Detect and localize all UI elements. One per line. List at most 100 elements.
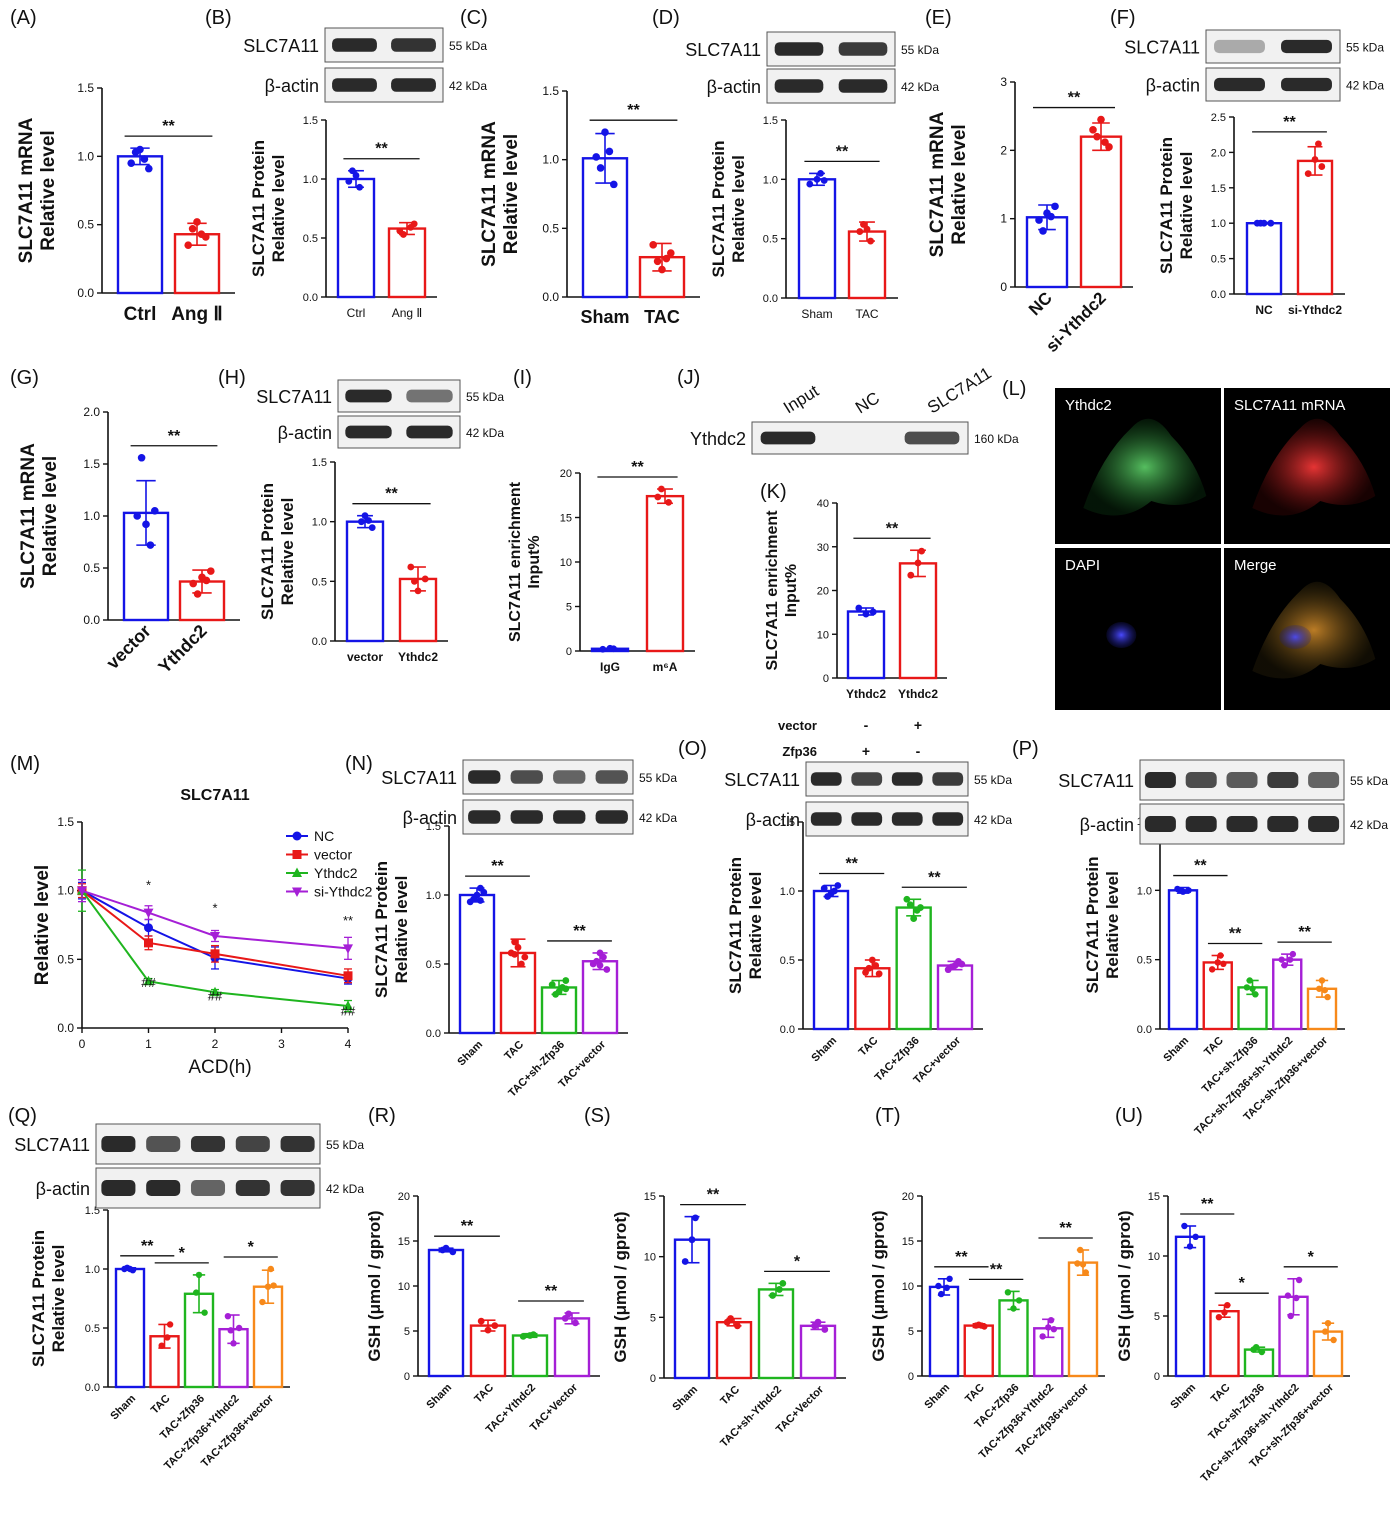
marker	[77, 886, 87, 897]
data-point	[1246, 977, 1253, 984]
y-tick-label: 0.5	[83, 561, 100, 575]
data-point	[193, 218, 201, 226]
data-point	[146, 541, 155, 549]
western-blot-p: SLC7A11 55 kDa β-actin 42 kDa	[1058, 759, 1388, 845]
data-point	[603, 966, 611, 973]
data-point	[561, 1315, 569, 1322]
significance-label: **	[627, 102, 640, 119]
data-point	[1284, 1292, 1292, 1299]
bar	[458, 893, 496, 1035]
data-point	[207, 567, 215, 575]
y-tick-label: 0.0	[1137, 1024, 1152, 1036]
significance-label: ##	[141, 975, 156, 990]
data-point	[681, 1258, 689, 1265]
data-point	[811, 1322, 818, 1330]
data-point	[514, 944, 522, 951]
y-tick-label: 40	[817, 498, 829, 510]
y-tick-label: 1.5	[1211, 183, 1226, 195]
blot-row-label: β-actin	[1146, 76, 1200, 96]
legend-label: si-Ythdc2	[314, 884, 373, 900]
data-point	[692, 1214, 699, 1222]
nucleus	[1279, 625, 1312, 649]
significance-label: **	[707, 1187, 720, 1204]
blot-band	[1144, 772, 1176, 788]
data-point	[198, 573, 206, 582]
x-tick-label: Sham	[1168, 1381, 1198, 1411]
bar	[998, 1299, 1029, 1378]
significance-label: *	[248, 1239, 255, 1256]
data-point	[913, 906, 921, 914]
y-tick-label: 10	[1148, 1251, 1160, 1263]
y-tick-label: 0.5	[312, 576, 327, 588]
x-tick-label: TAC	[472, 1382, 496, 1406]
data-point	[548, 981, 556, 989]
bar-chart-d: 0.0 0.5 1.0 1.5 SLC7A11 Protein Relative leve…	[709, 115, 898, 321]
data-point	[224, 1313, 232, 1320]
data-point	[349, 167, 356, 175]
y-tick-label: 5	[908, 1326, 914, 1338]
data-point	[658, 485, 665, 493]
y-tick-label: 1.0	[1137, 885, 1152, 897]
molecular-weight-label: 42 kDa	[901, 80, 939, 94]
bar	[936, 964, 974, 1031]
data-point	[411, 577, 418, 585]
data-point	[856, 228, 864, 235]
data-point	[1217, 952, 1224, 959]
data-point	[519, 1333, 527, 1340]
western-blot-n: SLC7A11 55 kDa β-actin 42 kDa	[381, 759, 677, 835]
x-axis-label: ACD(h)	[188, 1057, 251, 1078]
y-axis-label: Relative level	[1103, 871, 1122, 979]
data-point	[658, 265, 666, 274]
x-tick-label: Ythdc2	[898, 687, 938, 701]
data-point	[188, 224, 197, 233]
channel-label: SLC7A11 mRNA	[1234, 397, 1345, 414]
blot-band	[810, 812, 842, 826]
y-tick-label: 1	[1000, 212, 1007, 226]
y-tick-label: 0.5	[1137, 955, 1152, 967]
data-point	[555, 988, 563, 995]
y-tick-label: 0.5	[780, 955, 795, 967]
data-point	[270, 1282, 277, 1289]
data-point	[1082, 1269, 1090, 1276]
blot-band	[235, 1180, 270, 1196]
y-tick-label: 15	[902, 1236, 914, 1248]
data-point	[1181, 1222, 1188, 1230]
blot-band	[838, 79, 888, 93]
y-axis-label: SLC7A11 Protein	[1157, 137, 1176, 274]
y-tick-label: 1.0	[426, 890, 441, 902]
bar	[1243, 1348, 1275, 1378]
data-point	[1281, 962, 1288, 969]
bar	[398, 577, 438, 643]
bar-chart-k: 0 10 20 30 40 SLC7A11 enrichment Input% Ythdc2 Y…	[764, 498, 947, 759]
y-axis-label: Relative level	[40, 456, 61, 576]
y-tick-label: 1.0	[83, 509, 100, 523]
data-point	[1035, 216, 1043, 224]
data-point	[1004, 1289, 1012, 1296]
x-tick-label: NC	[1255, 303, 1273, 317]
y-tick-label: 0.0	[426, 1028, 441, 1040]
panel-label: (R)	[368, 1105, 396, 1127]
blot-band	[553, 770, 586, 784]
data-point	[521, 953, 529, 961]
blot-band	[332, 38, 377, 52]
y-axis-label: SLC7A11 Protein	[29, 1230, 48, 1367]
bar	[715, 1320, 753, 1380]
blot-row-label: SLC7A11	[243, 36, 319, 56]
significance-label: **	[1068, 90, 1081, 107]
data-point	[827, 890, 835, 898]
blot-row-label: β-actin	[707, 77, 761, 97]
y-tick-label: 2	[1000, 143, 1007, 157]
data-point	[491, 1322, 499, 1329]
x-tick-label: m⁶A	[653, 660, 678, 674]
western-blot-h: SLC7A11 55 kDa β-actin 42 kDa	[256, 379, 504, 449]
x-tick-label: TAC	[502, 1039, 526, 1063]
data-point	[407, 563, 415, 571]
data-point	[1221, 1309, 1228, 1316]
molecular-weight-label: 55 kDa	[466, 390, 504, 404]
data-point	[1045, 1324, 1052, 1331]
bar-chart-h: 0.0 0.5 1.0 1.5 SLC7A11 Protein Relative leve…	[258, 457, 448, 664]
marker	[292, 867, 302, 877]
y-tick-label: 1.0	[77, 149, 94, 163]
y-axis-label: Relative level	[746, 872, 765, 980]
